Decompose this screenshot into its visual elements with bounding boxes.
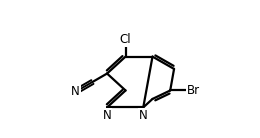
Text: N: N	[139, 109, 148, 122]
Text: Cl: Cl	[120, 33, 131, 46]
Text: N: N	[103, 109, 112, 122]
Text: N: N	[71, 85, 80, 98]
Text: Br: Br	[187, 84, 200, 97]
